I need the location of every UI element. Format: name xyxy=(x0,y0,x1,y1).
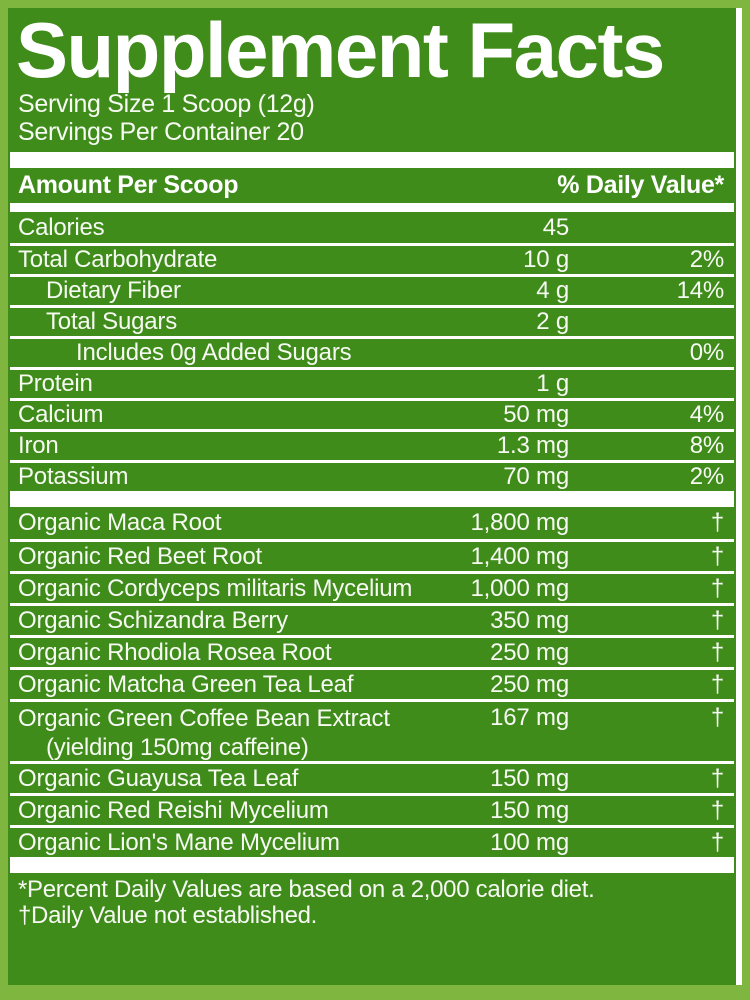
row-amount: 10 g xyxy=(523,246,569,273)
page-title: Supplement Facts xyxy=(16,8,665,94)
table-header: Amount Per Scoop % Daily Value* xyxy=(18,168,724,203)
table-row: Includes 0g Added Sugars 0% xyxy=(10,336,734,367)
row-amount: 350 mg xyxy=(490,606,569,634)
supplement-facts-panel: Supplement Facts Serving Size 1 Scoop (1… xyxy=(8,8,742,985)
table-row: Protein 1 g xyxy=(10,367,734,398)
row-name-line1: Organic Green Coffee Bean Extract xyxy=(18,705,390,732)
ingredients-section: Organic Maca Root 1,800 mg † Organic Red Be… xyxy=(10,507,734,857)
table-row: Total Sugars 2 g xyxy=(10,305,734,336)
row-name-line2: (yielding 150mg caffeine) xyxy=(46,734,309,761)
footnote-daily-values: *Percent Daily Values are based on a 2,0… xyxy=(18,876,595,903)
header-daily-value: % Daily Value* xyxy=(557,171,724,199)
row-amount: 150 mg xyxy=(490,764,569,792)
row-amount: 1,000 mg xyxy=(470,574,570,602)
table-row: Organic Red Reishi Mycelium 150 mg † xyxy=(10,793,734,825)
table-row: Dietary Fiber 4 g 14% xyxy=(10,274,734,305)
table-row: Organic Cordyceps militaris Mycelium 1,00… xyxy=(10,571,734,603)
row-daily-value: † xyxy=(710,828,724,856)
row-daily-value: 4% xyxy=(689,401,724,428)
row-daily-value: † xyxy=(710,574,724,602)
divider-bar-bottom xyxy=(10,857,734,873)
serving-info: Serving Size 1 Scoop (12g) Servings Per … xyxy=(18,90,724,146)
row-daily-value: † xyxy=(710,670,724,698)
row-amount: 50 mg xyxy=(503,401,569,428)
row-amount: 2 g xyxy=(536,308,569,335)
row-name: Organic Schizandra Berry xyxy=(18,606,288,634)
row-name: Organic Red Reishi Mycelium xyxy=(18,796,329,824)
row-name: Organic Green Coffee Bean Extract (yieldi… xyxy=(18,704,424,762)
row-daily-value: 0% xyxy=(689,339,724,366)
row-amount: 1 g xyxy=(536,370,569,397)
row-name: Potassium xyxy=(18,463,129,490)
row-amount: 167 mg xyxy=(490,704,569,731)
row-name: Calories xyxy=(18,213,105,241)
row-amount: 1,400 mg xyxy=(470,542,570,570)
table-row: Organic Guayusa Tea Leaf 150 mg † xyxy=(10,761,734,793)
row-amount: 70 mg xyxy=(503,463,569,490)
row-daily-value: † xyxy=(710,764,724,792)
table-row: Iron 1.3 mg 8% xyxy=(10,429,734,460)
table-row: Organic Schizandra Berry 350 mg † xyxy=(10,603,734,635)
row-amount: 45 xyxy=(542,213,569,241)
row-amount: 4 g xyxy=(536,277,569,304)
table-row: Potassium 70 mg 2% xyxy=(10,460,734,491)
row-name: Organic Lion's Mane Mycelium xyxy=(18,828,340,856)
row-name: Protein xyxy=(18,370,93,397)
row-daily-value: † xyxy=(710,542,724,570)
row-amount: 1.3 mg xyxy=(496,432,569,459)
footnotes: *Percent Daily Values are based on a 2,0… xyxy=(18,877,724,929)
footnote-dagger: †Daily Value not established. xyxy=(18,902,318,929)
table-row: Organic Green Coffee Bean Extract (yieldi… xyxy=(10,699,734,761)
table-row: Calcium 50 mg 4% xyxy=(10,398,734,429)
row-name: Organic Matcha Green Tea Leaf xyxy=(18,670,354,698)
table-row: Organic Red Beet Root 1,400 mg † xyxy=(10,539,734,571)
row-daily-value: † xyxy=(710,606,724,634)
serving-size-text: Serving Size 1 Scoop (12g) xyxy=(18,90,315,118)
row-name: Iron xyxy=(18,432,59,459)
row-daily-value: † xyxy=(710,638,724,666)
row-amount: 250 mg xyxy=(490,670,569,698)
row-amount: 1,800 mg xyxy=(470,509,570,536)
row-name: Calcium xyxy=(18,401,104,428)
servings-per-container-text: Servings Per Container 20 xyxy=(18,118,304,146)
table-row: Calories 45 xyxy=(10,212,734,243)
nutrients-section: Calories 45 Total Carbohydrate 10 g 2% Dietar… xyxy=(10,212,734,491)
row-daily-value: † xyxy=(710,796,724,824)
row-daily-value: † xyxy=(710,704,724,731)
table-row: Organic Rhodiola Rosea Root 250 mg † xyxy=(10,635,734,667)
header-amount-per-scoop: Amount Per Scoop xyxy=(18,171,239,199)
row-amount: 100 mg xyxy=(490,828,569,856)
row-amount: 150 mg xyxy=(490,796,569,824)
row-name: Dietary Fiber xyxy=(46,277,181,304)
row-name: Organic Cordyceps militaris Mycelium xyxy=(18,574,413,602)
row-amount: 250 mg xyxy=(490,638,569,666)
row-name: Organic Maca Root xyxy=(18,509,222,536)
row-daily-value: 8% xyxy=(689,432,724,459)
row-daily-value: 14% xyxy=(676,277,725,304)
row-daily-value: 2% xyxy=(689,463,724,490)
row-daily-value: 2% xyxy=(689,246,724,273)
table-row: Organic Lion's Mane Mycelium 100 mg † xyxy=(10,825,734,857)
divider-bar-header xyxy=(10,203,734,212)
row-name: Organic Red Beet Root xyxy=(18,542,262,570)
divider-bar-top xyxy=(10,152,734,168)
table-row: Organic Maca Root 1,800 mg † xyxy=(10,507,734,539)
row-name: Total Carbohydrate xyxy=(18,246,218,273)
table-row: Total Carbohydrate 10 g 2% xyxy=(10,243,734,274)
row-name: Organic Guayusa Tea Leaf xyxy=(18,764,299,792)
table-row: Organic Matcha Green Tea Leaf 250 mg † xyxy=(10,667,734,699)
row-name: Includes 0g Added Sugars xyxy=(76,339,352,366)
divider-bar-middle xyxy=(10,491,734,507)
row-name: Total Sugars xyxy=(46,308,178,335)
row-daily-value: † xyxy=(710,509,724,536)
row-name: Organic Rhodiola Rosea Root xyxy=(18,638,332,666)
